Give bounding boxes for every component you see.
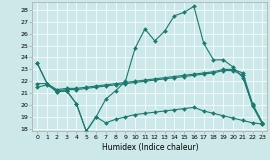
X-axis label: Humidex (Indice chaleur): Humidex (Indice chaleur) bbox=[102, 143, 198, 152]
